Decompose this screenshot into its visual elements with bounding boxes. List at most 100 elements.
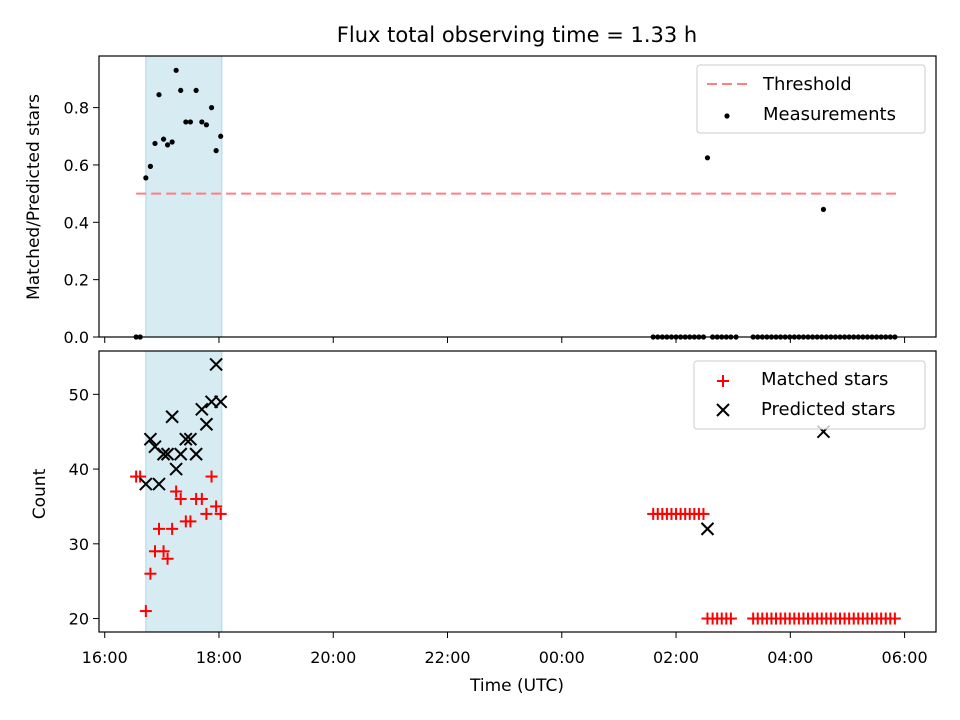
matched-stars-point	[144, 567, 157, 580]
bottom-panel-y-ticks: 20 30 40 50	[69, 385, 99, 629]
matched-stars-point	[166, 522, 179, 535]
predicted-stars-point	[179, 432, 193, 446]
measurement-points	[133, 67, 898, 340]
matched-stars-point	[139, 605, 152, 618]
predicted-stars-point-b	[700, 522, 715, 536]
measurement-point	[218, 133, 224, 139]
top-legend: Threshold Measurements	[696, 64, 926, 134]
predicted-stars-point-b	[169, 462, 183, 476]
x-tick-label: 02:00	[653, 648, 699, 667]
measurement-point	[208, 105, 215, 111]
matched-stars-point	[210, 500, 223, 513]
matched-stars-point	[161, 552, 174, 565]
measurement-point	[164, 142, 171, 148]
predicted-stars-point	[209, 357, 223, 372]
measurement-point	[183, 119, 189, 125]
predicted-stars-point-b	[173, 447, 188, 461]
count-points	[130, 357, 901, 625]
predicted-stars-point	[700, 522, 715, 536]
predicted-stars-point-b	[165, 410, 179, 424]
matched-stars-point	[214, 507, 227, 520]
y-tick-label: 0.0	[64, 328, 89, 347]
predicted-stars-point-b	[148, 439, 162, 454]
measurement-point	[152, 140, 158, 147]
bottom-panel-y-label: Count	[30, 468, 50, 519]
predicted-stars-legend-icon	[716, 403, 730, 417]
bottom-panel-frame	[98, 350, 937, 633]
predicted-stars-point-b	[179, 432, 193, 446]
x-tick-label: 00:00	[539, 648, 585, 667]
predicted-stars-point-b	[195, 402, 209, 416]
x-tick-label: 22:00	[424, 648, 470, 667]
top-panel-x-ticks	[104, 337, 906, 343]
matched-stars-point	[888, 612, 901, 625]
matched-stars-point	[184, 515, 197, 528]
predicted-stars-point-b	[183, 432, 198, 446]
matched-stars-point	[697, 507, 710, 520]
predicted-stars-point-b	[209, 357, 223, 372]
measurement-point	[820, 206, 827, 213]
x-tick-label: 04:00	[767, 648, 813, 667]
matched-stars-point	[195, 492, 208, 505]
predicted-stars-legend-label: Predicted stars	[761, 399, 895, 420]
matched-stars-point	[170, 485, 183, 498]
y-tick-label: 0.2	[64, 271, 89, 290]
bottom-panel-x-ticks: 16:00 18:00 20:00 22:00 00:00 02:00 04:00 06:00	[82, 632, 928, 667]
predicted-stars-point	[152, 477, 166, 491]
measurement-point	[178, 87, 184, 94]
matched-stars-legend-label: Matched stars	[761, 369, 888, 390]
top-panel: 0.00.20.40.60.8 Matched/Predicted stars …	[24, 55, 937, 347]
predicted-stars-point-b	[189, 447, 203, 461]
predicted-stars-point	[156, 447, 171, 461]
measurement-point	[173, 67, 179, 73]
predicted-stars-point	[160, 447, 175, 461]
predicted-stars-point	[143, 432, 158, 446]
predicted-stars-point	[139, 477, 153, 491]
matched-stars-point	[157, 545, 170, 558]
bottom-legend-box	[693, 360, 926, 430]
predicted-stars-point	[165, 410, 179, 424]
measurement-point	[203, 122, 210, 128]
x-tick-label: 20:00	[310, 648, 356, 667]
predicted-stars-point	[195, 402, 209, 416]
matched-stars-point	[134, 470, 147, 483]
measurement-point	[156, 92, 162, 98]
predicted-stars-point-b	[156, 447, 171, 461]
predicted-stars-point-b	[213, 395, 228, 409]
top-legend-box	[696, 64, 926, 134]
predicted-stars-point-b	[143, 432, 158, 446]
bottom-legend: Matched stars Predicted stars	[693, 360, 926, 430]
y-tick-label: 0.8	[64, 99, 89, 118]
y-tick-label: 0.4	[64, 213, 89, 232]
x-tick-label: 18:00	[196, 648, 242, 667]
measurement-point	[704, 155, 711, 161]
predicted-stars-point-b	[152, 477, 166, 491]
y-tick-label: 40	[69, 460, 89, 479]
measurement-point	[213, 148, 219, 154]
measurement-point	[160, 136, 167, 142]
measurement-point	[193, 87, 199, 94]
matched-stars-point	[200, 507, 213, 520]
measurements-legend-label: Measurements	[763, 104, 896, 125]
x-tick-label: 16:00	[82, 648, 128, 667]
threshold-legend-label: Threshold	[762, 74, 852, 95]
matched-stars-point	[152, 522, 165, 535]
matched-stars-point	[724, 612, 737, 625]
measurement-point	[147, 163, 154, 169]
top-panel-y-ticks: 0.0 0.2 0.4 0.6 0.8	[64, 99, 99, 347]
bottom-panel-shaded-span	[145, 350, 223, 633]
matched-stars-legend-icon	[717, 375, 729, 387]
matched-stars-point	[205, 470, 218, 483]
predicted-stars-point	[189, 447, 203, 461]
y-tick-label: 0.6	[64, 156, 89, 175]
x-tick-label: 06:00	[882, 648, 928, 667]
predicted-stars-point-b	[199, 417, 214, 431]
y-tick-label: 30	[69, 535, 89, 554]
x-axis-label: Time (UTC)	[469, 676, 564, 696]
top-panel-frame	[98, 55, 937, 338]
measurement-point	[199, 119, 205, 125]
chart-title: Flux total observing time = 1.33 h	[337, 23, 697, 47]
predicted-stars-point	[173, 447, 188, 461]
predicted-stars-point	[183, 432, 198, 446]
